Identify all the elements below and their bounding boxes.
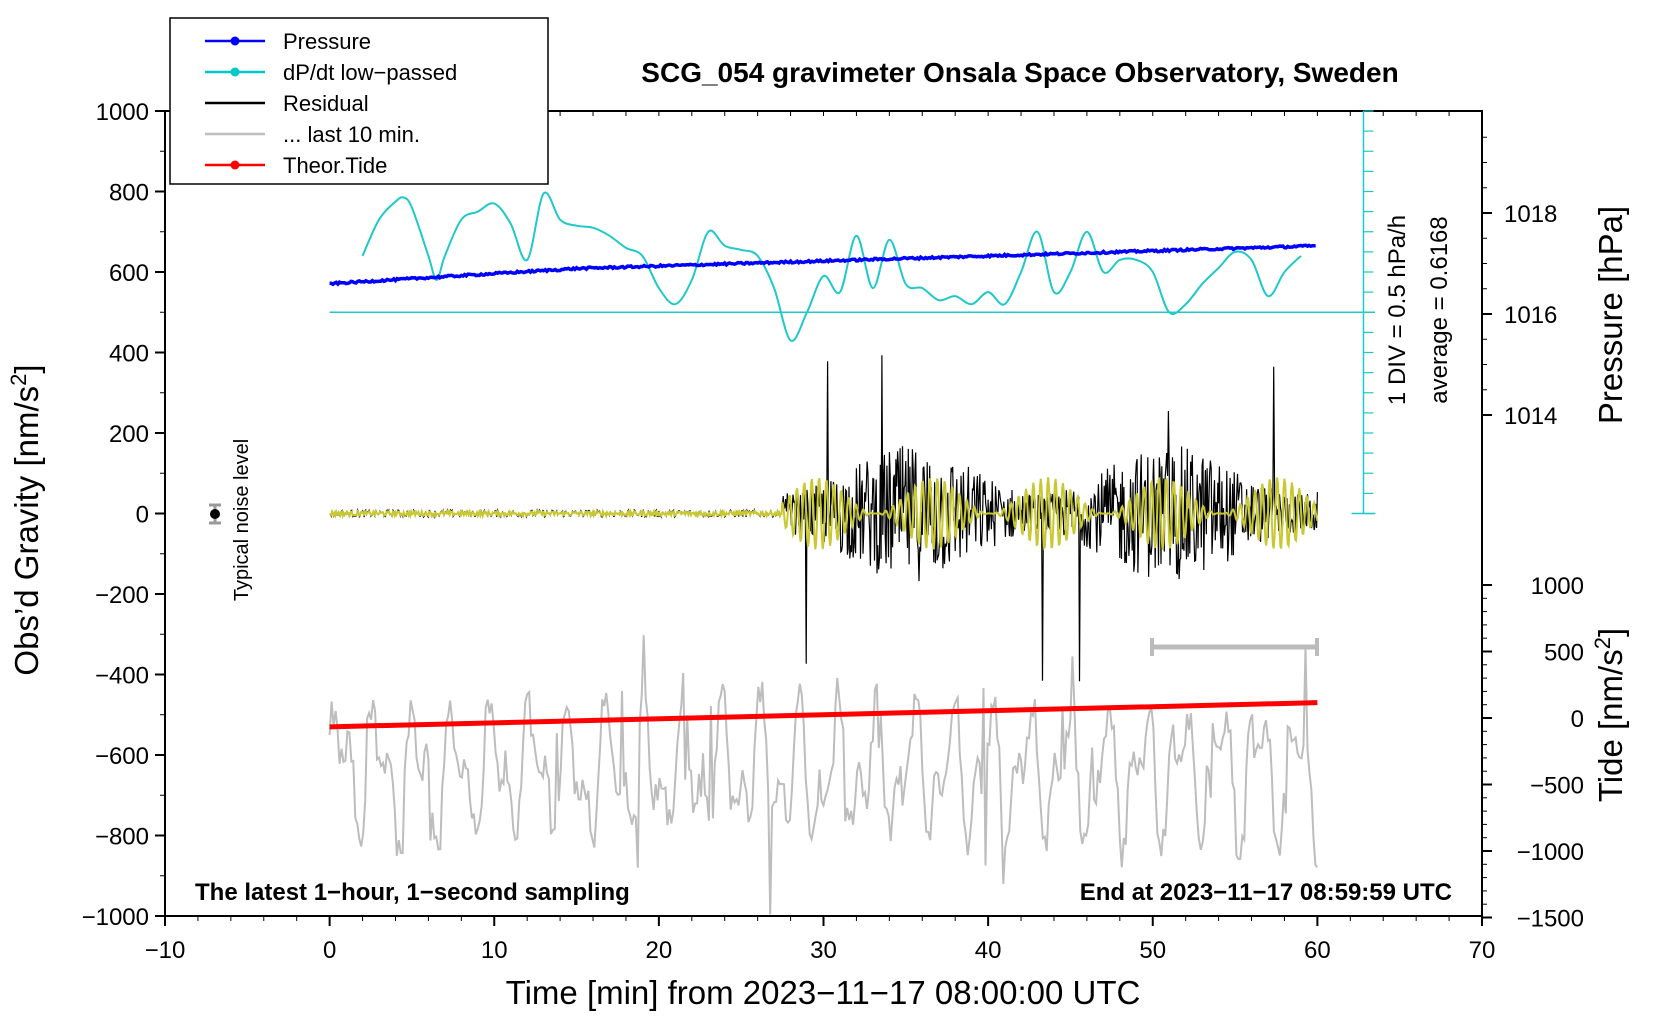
dpdt-scale-label: 1 DIV = 0.5 hPa/h xyxy=(1384,215,1411,405)
theoretical-tide-trace xyxy=(329,700,1318,730)
dpdt-trace xyxy=(329,191,1375,342)
footer-left: The latest 1−hour, 1−second sampling xyxy=(195,879,630,906)
legend-label: dP/dt low−passed xyxy=(283,60,457,85)
pressure-trace xyxy=(329,243,1316,287)
residual-filtered-line xyxy=(329,476,1319,551)
legend-label: Residual xyxy=(283,91,369,116)
gravity-axis-label: Obs’d Gravity [nm/s2] xyxy=(6,364,45,675)
legend-marker xyxy=(230,36,240,46)
pressure-line xyxy=(329,243,1316,287)
legend-label: ... last 10 min. xyxy=(283,122,420,147)
tide-axis-label: Tide [nm/s2] xyxy=(1590,628,1629,802)
tide-tick-label: −500 xyxy=(1530,773,1584,800)
pressure-tick-label: 1014 xyxy=(1504,403,1557,430)
legend-marker xyxy=(230,67,240,77)
tide-tick-label: −1500 xyxy=(1517,906,1584,933)
gravity-tick-label: 1000 xyxy=(96,99,149,126)
chart-title: SCG_054 gravimeter Onsala Space Observat… xyxy=(641,57,1398,88)
x-tick-label: 70 xyxy=(1469,937,1496,964)
gravity-axis-ticks: 1000 800 600 400 200 0 −200 −400 −600 −800 −1000 xyxy=(82,99,165,931)
x-axis-ticks: −10 0 10 20 30 40 50 60 70 xyxy=(145,111,1496,964)
gravity-tick-label: 200 xyxy=(109,421,149,448)
legend-label: Pressure xyxy=(283,29,371,54)
tide-tick-label: 500 xyxy=(1544,640,1584,667)
last-10-min-trace xyxy=(328,635,1319,915)
legend-marker xyxy=(230,160,240,170)
tide-tick-label: 1000 xyxy=(1531,573,1584,600)
tide-axis-ticks: 1000 500 0 −500 −1000 −1500 xyxy=(1482,573,1584,933)
footer-right: End at 2023−11−17 08:59:59 UTC xyxy=(1080,879,1452,906)
x-tick-label: 10 xyxy=(481,937,508,964)
x-tick-label: −10 xyxy=(145,937,186,964)
tide-tick-label: −1000 xyxy=(1517,839,1584,866)
gravity-tick-label: 800 xyxy=(109,180,149,207)
gravity-tick-label: 0 xyxy=(136,502,149,529)
x-tick-label: 60 xyxy=(1304,937,1331,964)
dpdt-scale-bar xyxy=(1351,110,1376,515)
tide-tick-label: 0 xyxy=(1571,706,1584,733)
noise-level-label: Typical noise level xyxy=(231,439,253,601)
x-tick-label: 0 xyxy=(323,937,336,964)
x-tick-label: 40 xyxy=(975,937,1002,964)
dpdt-line xyxy=(361,191,1302,342)
last-10-min-bar xyxy=(1150,638,1319,656)
pressure-tick-label: 1018 xyxy=(1504,201,1557,228)
x-tick-label: 30 xyxy=(810,937,837,964)
residual-filtered-trace xyxy=(329,476,1319,551)
legend-label: Theor.Tide xyxy=(283,153,387,178)
gravity-tick-label: −600 xyxy=(95,743,149,770)
gravity-tick-label: −1000 xyxy=(82,904,149,931)
dpdt-average-label: average = 0.6168 xyxy=(1426,216,1453,404)
tide-line xyxy=(329,700,1318,730)
gravity-tick-label: 600 xyxy=(109,260,149,287)
pressure-axis-ticks: 1018 1016 1014 xyxy=(1482,136,1557,430)
x-axis-label: Time [min] from 2023−11−17 08:00:00 UTC xyxy=(506,974,1141,1011)
gravity-tick-label: −200 xyxy=(95,582,149,609)
x-tick-label: 50 xyxy=(1139,937,1166,964)
noise-level-marker xyxy=(209,503,221,525)
gravity-tick-label: −400 xyxy=(95,663,149,690)
x-tick-label: 20 xyxy=(646,937,673,964)
pressure-tick-label: 1016 xyxy=(1504,302,1557,329)
gravity-tick-label: −800 xyxy=(95,824,149,851)
pressure-axis-label: Pressure [hPa] xyxy=(1592,206,1629,424)
legend: Pressure dP/dt low−passed Residual ... last… xyxy=(169,17,549,185)
gray-line xyxy=(328,635,1319,915)
gravity-tick-label: 400 xyxy=(109,341,149,368)
